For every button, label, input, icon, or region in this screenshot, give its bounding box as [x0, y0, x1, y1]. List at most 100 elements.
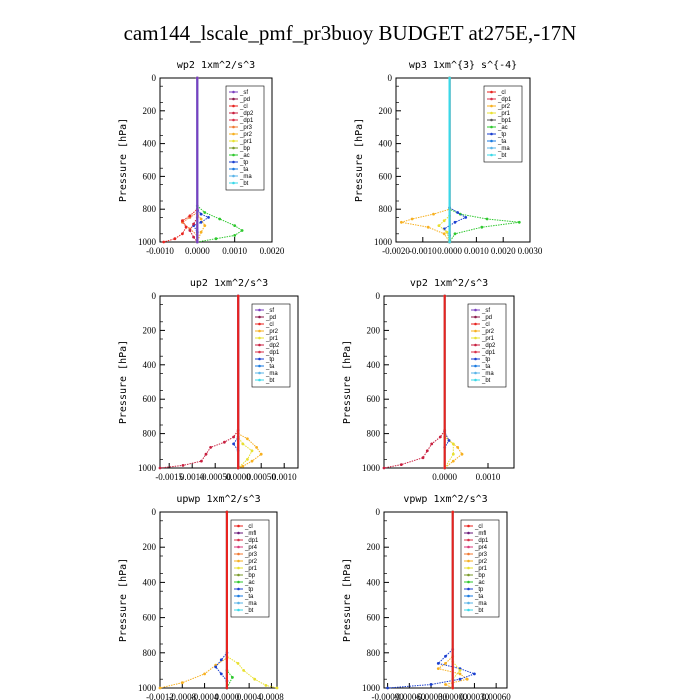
y-tick-label: 400	[379, 139, 393, 149]
series-point	[259, 452, 263, 456]
legend-label: _ac	[239, 153, 250, 159]
series-point	[464, 216, 468, 219]
legend-label: _ta	[244, 594, 254, 600]
legend-label: _dp1	[481, 350, 496, 356]
series-point	[241, 464, 245, 468]
series-point	[192, 222, 196, 226]
legend-marker	[258, 371, 261, 375]
legend-label: _bt	[244, 608, 254, 614]
legend-label: _sf	[481, 308, 490, 314]
series-point	[437, 224, 441, 228]
legend-marker	[467, 538, 470, 542]
series-point	[199, 217, 203, 221]
chart-panel-3: up2 1xm^2/s^3 Pressure [hPa] 0 200 400 600 800…	[118, 278, 299, 482]
legend-marker	[467, 524, 470, 528]
y-tick-label: 400	[367, 577, 381, 587]
y-tick-label: 800	[367, 648, 381, 658]
legend-marker	[232, 174, 235, 178]
y-tick-label: 1000	[374, 237, 393, 247]
legend-marker	[232, 160, 235, 164]
y-axis-label: Pressure [hPa]	[342, 558, 353, 642]
series-point	[250, 449, 254, 453]
legend-label: _bp	[244, 573, 256, 579]
series-point	[255, 446, 258, 449]
series-point	[485, 217, 489, 221]
series-point	[233, 234, 237, 237]
series-point	[250, 459, 254, 463]
legend-marker	[237, 601, 240, 605]
series-point	[458, 672, 462, 676]
plot-frame	[159, 77, 273, 243]
legend-marker	[467, 559, 470, 563]
series-point	[453, 220, 457, 224]
y-tick-label: 0	[376, 291, 381, 301]
series-point	[432, 212, 435, 216]
series-point	[451, 452, 455, 456]
series-point	[219, 658, 223, 662]
plot-frame	[383, 295, 515, 469]
legend-label: _pr2	[239, 132, 253, 138]
y-tick-label: 600	[379, 171, 393, 181]
legend-label: _pd	[265, 315, 276, 321]
legend-marker	[237, 524, 240, 528]
series-point	[421, 456, 425, 460]
series-point	[240, 229, 244, 232]
legend-marker	[467, 594, 470, 598]
legend-label: _pr3	[474, 552, 488, 558]
legend-label: _sf	[265, 308, 274, 314]
legend-marker	[490, 90, 493, 94]
legend-marker	[467, 587, 470, 591]
legend-label: _cl	[244, 524, 253, 530]
series-point	[517, 220, 521, 224]
series-point	[246, 458, 249, 461]
y-tick-label: 200	[143, 106, 157, 116]
series-line-dp2	[383, 296, 446, 469]
legend-marker	[258, 350, 261, 354]
series-point	[225, 686, 229, 690]
y-tick-label: 800	[143, 429, 157, 439]
legend-marker	[474, 378, 477, 382]
y-tick-label: 0	[376, 507, 381, 517]
legend-marker	[232, 181, 235, 185]
legend-marker	[258, 329, 261, 333]
legend-marker	[237, 545, 240, 549]
series-point	[451, 442, 455, 446]
series-point	[181, 219, 184, 223]
legend-marker	[474, 357, 477, 361]
legend-marker	[490, 146, 493, 150]
x-tick-label: -0.0004	[191, 692, 219, 700]
y-axis-label: Pressure [hPa]	[118, 340, 129, 424]
series-point	[444, 654, 447, 658]
legend-label: _tp	[265, 357, 275, 363]
x-tick-label: 0.0020	[260, 246, 285, 256]
legend-label: _ma	[481, 371, 494, 377]
series-line-ac	[226, 512, 233, 689]
series-point	[410, 217, 414, 221]
series-point	[425, 449, 429, 453]
series-point	[438, 435, 442, 439]
legend-marker	[474, 371, 477, 375]
y-tick-label: 600	[143, 394, 157, 404]
series-point	[399, 463, 403, 466]
series-point	[188, 214, 192, 218]
series-point	[453, 232, 457, 236]
legend: _sf_pd_cl_dp2_dp1_pr3_pr2_pr1_bp_ac_tp_t…	[225, 85, 265, 191]
series-line-pr1	[438, 78, 451, 243]
series-point	[236, 466, 240, 470]
series-point	[192, 235, 196, 239]
panel-title: vpwp 1xm^2/s^3	[403, 494, 487, 505]
x-tick-label: -0.0010	[409, 246, 437, 256]
legend-label: _bt	[265, 378, 275, 384]
legend-marker	[474, 322, 477, 326]
legend-label: _dp1	[497, 97, 512, 103]
legend-marker	[237, 531, 240, 535]
plot-frame	[159, 295, 299, 469]
legend-label: _ma	[474, 601, 487, 607]
legend-marker	[237, 566, 240, 570]
y-tick-label: 800	[367, 429, 381, 439]
series-line-cl	[163, 78, 198, 243]
series-point	[204, 452, 208, 456]
legend-label: _bt	[474, 608, 484, 614]
legend-marker	[467, 531, 470, 535]
series-point	[456, 211, 459, 214]
